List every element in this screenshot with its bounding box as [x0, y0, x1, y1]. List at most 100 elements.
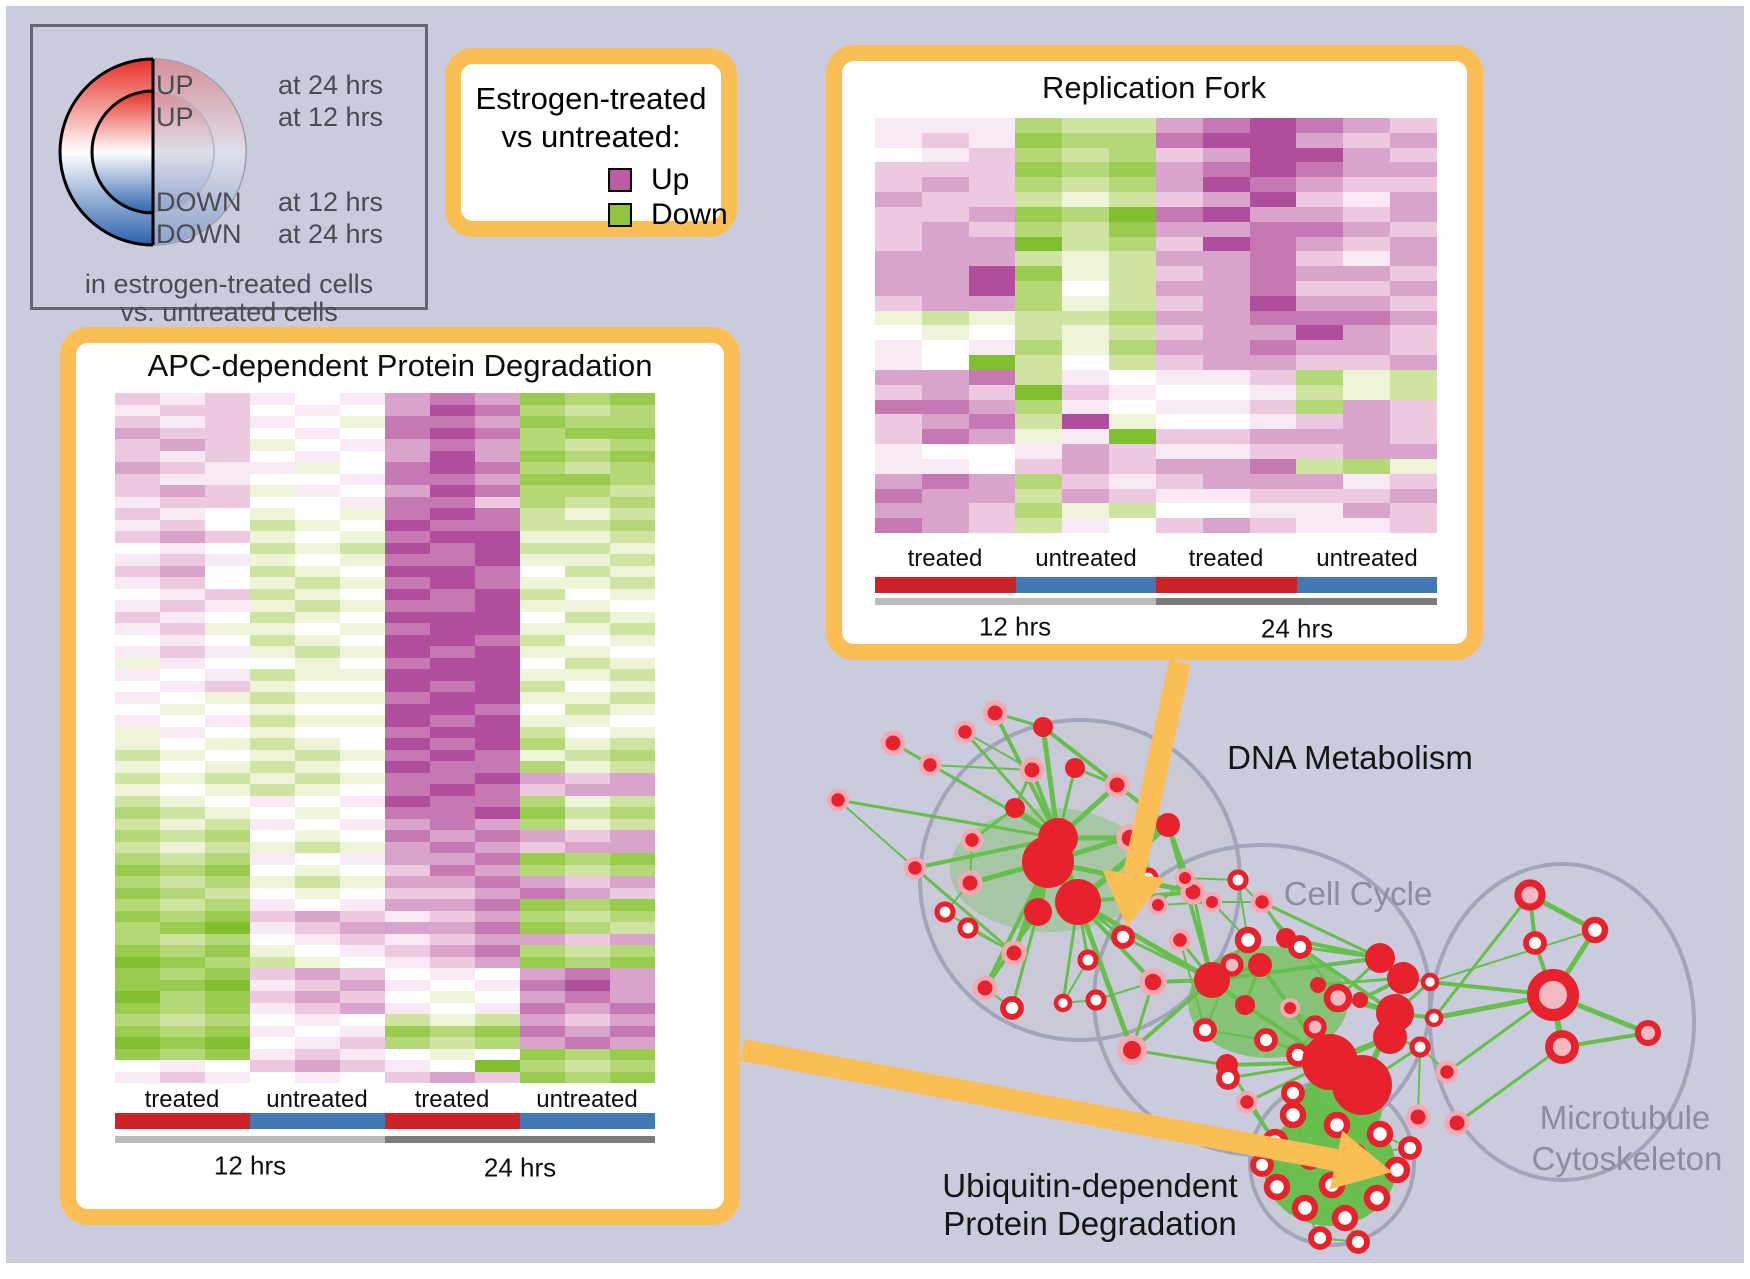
heatmap-cell — [610, 542, 655, 554]
heatmap-cell — [520, 841, 565, 853]
heatmap-cell — [520, 1060, 565, 1072]
heatmap-cell — [160, 577, 205, 589]
heatmap-cell — [340, 853, 385, 865]
rf-untreated-bar-12 — [1016, 577, 1156, 593]
heatmap-cell — [610, 1025, 655, 1037]
heatmap-cell — [385, 692, 430, 704]
heatmap-cell — [1109, 488, 1156, 504]
heatmap-cell — [430, 611, 475, 623]
apc-untreated-bar-12 — [250, 1113, 385, 1129]
heatmap-cell — [610, 1060, 655, 1072]
heatmap-cell — [1109, 369, 1156, 385]
heatmap-cell — [340, 404, 385, 416]
heatmap-cell — [610, 830, 655, 842]
heatmap-cell — [1343, 310, 1391, 326]
heatmap-cell — [250, 669, 295, 681]
heatmap-cell — [520, 853, 565, 865]
heatmap-cell — [1202, 118, 1250, 133]
heatmap-cell — [565, 968, 610, 980]
heatmap-cell — [160, 588, 205, 600]
heatmap-cell — [205, 450, 250, 462]
heatmap-cell — [1249, 384, 1297, 400]
heatmap-cell — [968, 236, 1016, 252]
heatmap-cell — [610, 876, 655, 888]
heatmap-cell — [430, 692, 475, 704]
heatmap-cell — [1109, 384, 1156, 400]
heatmap-cell — [1062, 414, 1110, 430]
heatmap-cell — [385, 554, 430, 566]
heatmap-cell — [1062, 236, 1110, 252]
heatmap-cell — [1202, 488, 1250, 504]
heatmap-cell — [610, 1014, 655, 1026]
heatmap-cell — [160, 600, 205, 612]
heatmap-cell — [250, 611, 295, 623]
heatmap-cell — [115, 933, 160, 945]
heatmap-cell — [115, 864, 160, 876]
heatmap-cell — [520, 864, 565, 876]
heatmap-cell — [1109, 236, 1156, 252]
heatmap-cell — [520, 416, 565, 428]
heatmap-cell — [921, 444, 969, 459]
heatmap-cell — [295, 623, 340, 635]
heatmap-cell — [160, 657, 205, 669]
heatmap-cell — [520, 738, 565, 750]
heatmap-cell — [1249, 518, 1297, 533]
heatmap-cell — [1343, 192, 1391, 207]
heatmap-cell — [430, 726, 475, 738]
cluster-label: Cell Cycle — [1283, 875, 1433, 912]
heatmap-cell — [205, 761, 250, 773]
heatmap-cell — [1249, 444, 1297, 459]
heatmap-cell — [1155, 251, 1203, 267]
heatmap-cell — [520, 508, 565, 520]
heatmap-cell — [565, 1060, 610, 1072]
heatmap-cell — [610, 519, 655, 531]
heatmap-cell — [1062, 444, 1110, 459]
heatmap-cell — [295, 611, 340, 623]
cluster-label: DNA Metabolism — [1227, 739, 1473, 776]
heatmap-cell — [565, 979, 610, 991]
heatmap-cell — [430, 531, 475, 543]
heatmap-cell — [565, 1002, 610, 1014]
legend-up-24-time: at 24 hrs — [278, 70, 384, 100]
heatmap-cell — [295, 715, 340, 727]
heatmap-cell — [340, 519, 385, 531]
heatmap-cell — [1249, 147, 1297, 163]
heatmap-cell — [921, 162, 969, 178]
heatmap-cell — [295, 1037, 340, 1049]
heatmap-cell — [160, 485, 205, 497]
heatmap-cell — [430, 784, 475, 796]
heatmap-cell — [610, 807, 655, 819]
heatmap-cell — [520, 1037, 565, 1049]
heatmap-cell — [160, 945, 205, 957]
heatmap-cell — [1202, 473, 1250, 489]
heatmap-cell — [430, 393, 475, 405]
heatmap-cell — [205, 692, 250, 704]
heatmap-cell — [115, 1014, 160, 1026]
heatmap-cell — [160, 784, 205, 796]
heatmap-cell — [295, 933, 340, 945]
heatmap-cell — [565, 531, 610, 543]
heatmap-cell — [295, 669, 340, 681]
heatmap-cell — [1062, 429, 1110, 445]
estrogen-legend-title2: vs untreated: — [501, 119, 681, 154]
up-color-swatch — [608, 168, 632, 192]
heatmap-cell — [875, 503, 922, 519]
heatmap-cell — [385, 968, 430, 980]
heatmap-cell — [610, 623, 655, 635]
heatmap-cell — [610, 462, 655, 474]
heatmap-cell — [250, 680, 295, 692]
heatmap-cell — [610, 634, 655, 646]
heatmap-cell — [1390, 192, 1437, 207]
heatmap-cell — [520, 404, 565, 416]
heatmap-cell — [921, 266, 969, 282]
heatmap-cell — [1062, 162, 1110, 178]
heatmap-cell — [921, 177, 969, 193]
heatmap-cell — [205, 922, 250, 934]
heatmap-cell — [1390, 118, 1437, 133]
heatmap-cell — [385, 979, 430, 991]
heatmap-cell — [1249, 281, 1297, 296]
heatmap-cell — [610, 795, 655, 807]
heatmap-cell — [205, 910, 250, 922]
heatmap-cell — [250, 887, 295, 899]
heatmap-cell — [205, 703, 250, 715]
